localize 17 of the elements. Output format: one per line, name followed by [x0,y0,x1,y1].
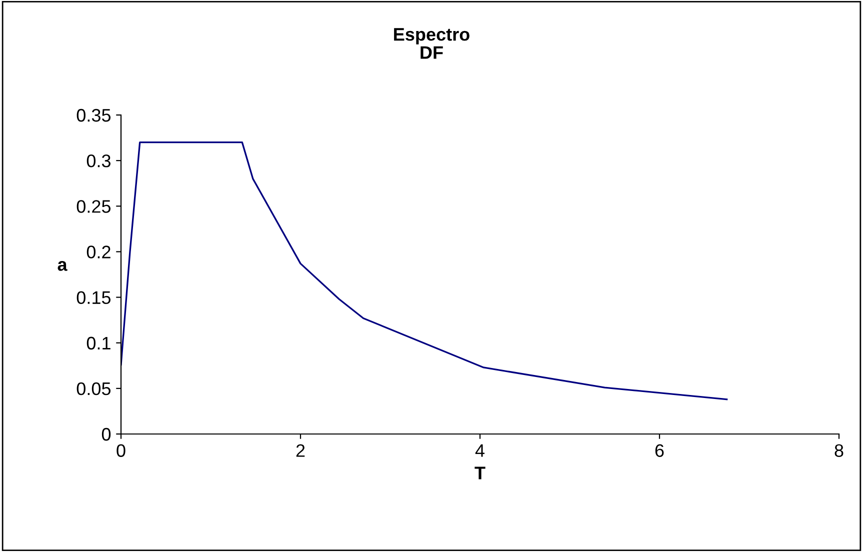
y-tick-label: 0.2 [86,246,110,258]
x-axis-title: T [474,466,486,480]
x-tick-label: 2 [296,444,305,457]
y-tick-label: 0.35 [76,108,111,122]
y-tick-label: 0.05 [76,382,111,396]
x-tick-label: 4 [475,444,484,457]
y-tick-label: 0.25 [76,200,111,213]
y-tick-label: 0 [102,428,111,441]
y-axis-title: a [58,261,68,271]
x-tick-label: 0 [116,444,126,457]
chart-title: Espectro DF [394,28,470,59]
y-tick-label: 0.3 [86,154,110,168]
x-tick-label: 8 [834,444,844,457]
y-tick-label: 0.1 [86,336,110,350]
x-tick-label: 6 [655,444,664,457]
line-series [121,142,728,400]
y-tick-label: 0.15 [76,291,111,304]
